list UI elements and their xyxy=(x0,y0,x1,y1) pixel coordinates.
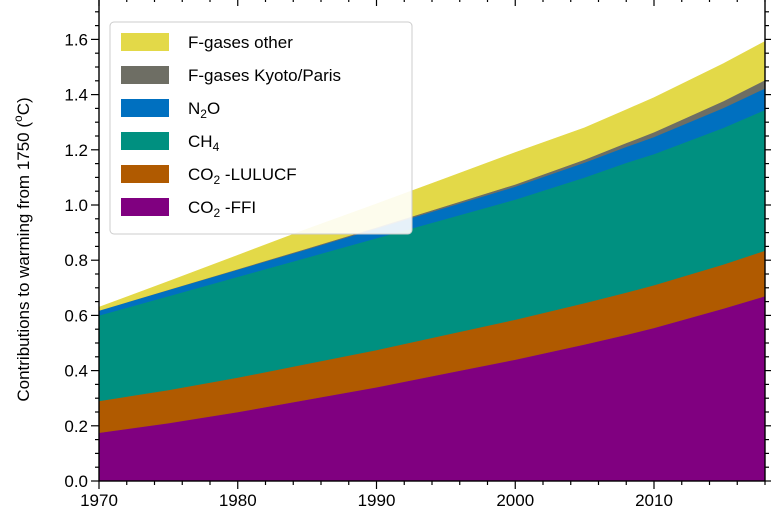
legend-swatch-n2o xyxy=(121,99,169,117)
y-axis-title: Contributions to warming from 1750 (oC) xyxy=(11,97,33,401)
y-tick-label: 1.0 xyxy=(64,196,88,215)
y-tick-label: 0.2 xyxy=(64,417,88,436)
y-tick-label: 0.6 xyxy=(64,306,88,325)
y-tick-label: 0.8 xyxy=(64,251,88,270)
legend-swatch-co2luc xyxy=(121,165,169,183)
legend-swatch-fother xyxy=(121,33,169,51)
y-axis-title-main: Contributions to warming from 1750 ( xyxy=(14,122,33,402)
x-tick-label: 1980 xyxy=(219,491,257,510)
x-axis: 1970 1980 1990 2000 2010 xyxy=(80,0,766,510)
legend-label-fother: F-gases other xyxy=(188,33,293,52)
legend-swatch-fkyoto xyxy=(121,66,169,84)
y-axis: 0.0 0.2 0.4 0.6 0.8 1.0 1.2 1.4 1.6 xyxy=(64,11,771,491)
legend-swatch-ch4 xyxy=(121,132,169,150)
y-axis-title-superscript: o xyxy=(11,115,25,122)
y-tick-label: 1.6 xyxy=(64,30,88,49)
y-tick-label: 0.0 xyxy=(64,472,88,491)
legend-label-n2o: N2O xyxy=(188,99,220,121)
legend-box xyxy=(109,21,413,235)
stacked-areas xyxy=(98,40,766,482)
y-tick-label: 1.2 xyxy=(64,141,88,160)
legend: F-gases other F-gases Kyoto/Paris N2O CH4 CO… xyxy=(109,21,413,235)
x-tick-label: 2000 xyxy=(496,491,534,510)
x-tick-label: 1990 xyxy=(358,491,396,510)
y-tick-label: 1.4 xyxy=(64,86,88,105)
x-tick-label: 2010 xyxy=(635,491,673,510)
legend-label-co2ffi: CO2 -FFI xyxy=(188,198,256,220)
y-tick-label: 0.4 xyxy=(64,362,88,381)
legend-label-co2luc: CO2 -LULUCF xyxy=(188,165,297,187)
y-axis-title-unit: C) xyxy=(14,97,33,115)
legend-label-ch4: CH4 xyxy=(188,132,220,154)
legend-swatch-co2ffi xyxy=(121,198,169,216)
x-tick-label: 1970 xyxy=(80,491,118,510)
legend-label-fkyoto: F-gases Kyoto/Paris xyxy=(188,66,341,85)
